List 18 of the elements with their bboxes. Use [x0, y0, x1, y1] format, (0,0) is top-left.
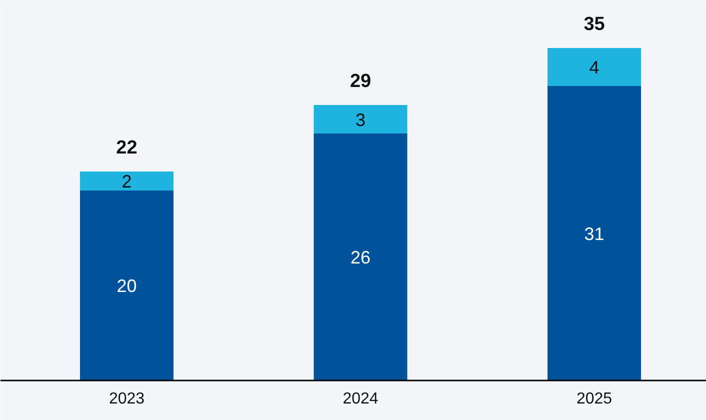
data-label: 20: [116, 276, 137, 296]
bar: [548, 86, 642, 380]
data-label: 26: [350, 248, 371, 268]
data-label: 31: [584, 224, 604, 244]
total-label: 35: [584, 14, 606, 35]
bar: [80, 190, 174, 380]
x-tick-label: 2023: [108, 390, 145, 408]
data-label: 2: [122, 172, 132, 192]
data-label: 4: [589, 58, 600, 78]
x-tick-label: 2025: [576, 390, 612, 408]
total-label: 22: [116, 138, 138, 158]
bar: [548, 48, 642, 86]
bar: [314, 105, 408, 134]
x-tick-label: 2024: [342, 390, 378, 408]
bar: [80, 172, 174, 190]
total-label: 29: [350, 71, 372, 92]
data-label: 3: [356, 110, 366, 130]
bar: [314, 134, 408, 380]
